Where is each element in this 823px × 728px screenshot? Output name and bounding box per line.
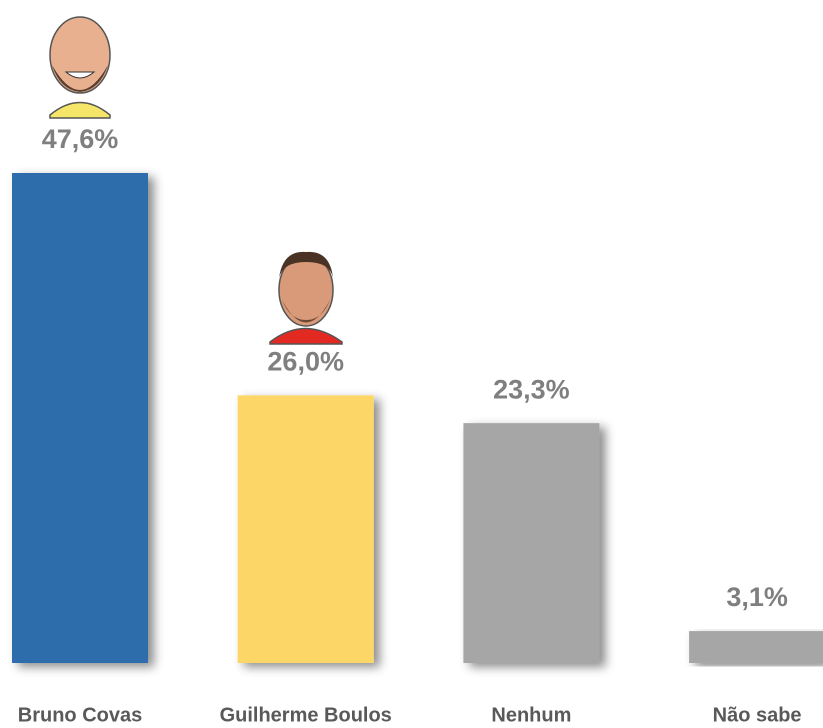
category-label: Bruno Covas bbox=[18, 704, 142, 726]
caricature-covas bbox=[49, 16, 111, 119]
value-label: 47,6% bbox=[42, 124, 119, 154]
category-label: Guilherme Boulos bbox=[220, 704, 392, 726]
value-label: 26,0% bbox=[267, 346, 344, 376]
bar bbox=[12, 173, 148, 663]
bar bbox=[463, 423, 600, 663]
value-label: 3,1% bbox=[726, 582, 788, 612]
category-label: Nenhum bbox=[491, 704, 571, 726]
value-label: 23,3% bbox=[493, 374, 570, 404]
bar bbox=[237, 395, 374, 663]
caricature-boulos bbox=[269, 251, 343, 345]
category-label: Não sabe bbox=[713, 704, 802, 726]
bar bbox=[689, 631, 823, 663]
